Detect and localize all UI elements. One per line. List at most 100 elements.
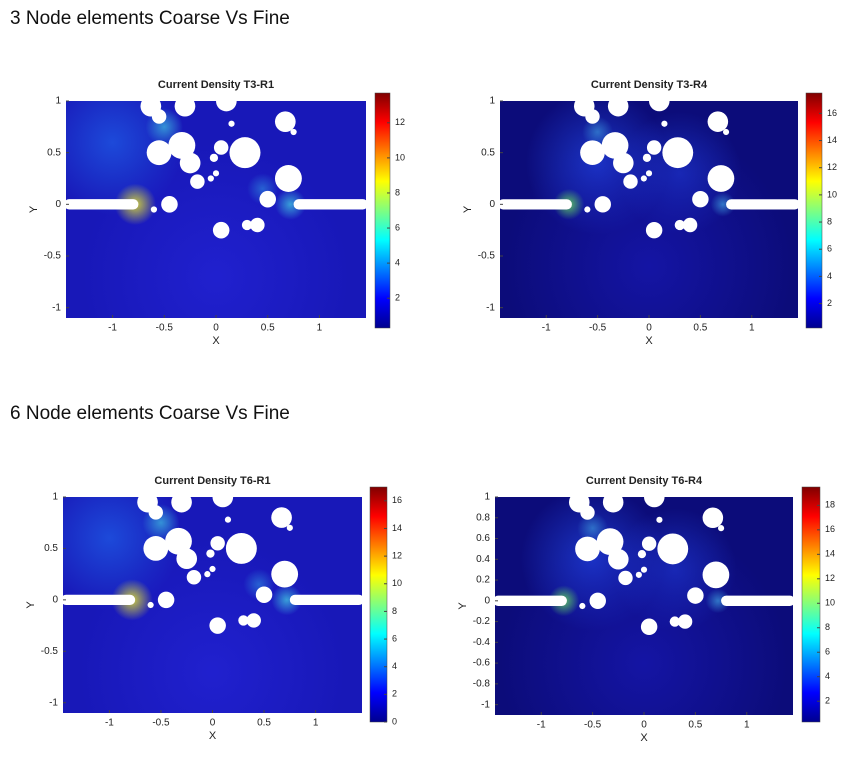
y-tick-label: 1 <box>489 96 495 107</box>
hole <box>585 109 600 124</box>
hole <box>687 587 704 604</box>
x-tick-label: 0 <box>210 718 216 729</box>
y-tick-label: -0.5 <box>44 251 62 262</box>
colorbar-tick-label: 6 <box>827 244 832 254</box>
hole <box>580 140 605 165</box>
hole <box>213 140 229 155</box>
field-spot <box>271 584 303 616</box>
hole <box>147 601 154 609</box>
hole <box>224 516 232 523</box>
slit <box>721 595 793 606</box>
colorbar-tick-label: 8 <box>827 216 832 226</box>
hole <box>274 165 302 192</box>
hole <box>274 111 296 133</box>
y-tick-label: 0.5 <box>47 147 61 158</box>
colorbar <box>369 486 388 723</box>
slit <box>500 199 572 210</box>
colorbar-tick-label: 4 <box>395 257 400 267</box>
colorbar-tick-label: 10 <box>825 598 835 608</box>
field-spot <box>710 192 736 217</box>
hole <box>290 128 297 136</box>
hole <box>623 174 638 189</box>
hole <box>209 153 219 162</box>
hole <box>212 497 234 508</box>
colorbar-tick-label: 14 <box>827 135 837 145</box>
y-tick-label: 0 <box>55 199 61 210</box>
colorbar-tick-label: 10 <box>392 578 402 588</box>
x-tick-label: 0.5 <box>688 720 702 731</box>
y-tick-label: 0.6 <box>476 533 490 544</box>
y-tick-label: 0 <box>484 595 490 606</box>
hole <box>168 131 196 159</box>
y-axis-label: Y <box>462 205 474 213</box>
hole <box>601 132 629 159</box>
colorbar-tick-label: 16 <box>827 108 837 118</box>
y-tick-label: 0 <box>52 594 58 605</box>
field-spot <box>274 188 306 220</box>
x-tick-label: -0.5 <box>156 323 174 334</box>
y-tick-label: -1 <box>486 302 495 313</box>
hole <box>225 532 257 564</box>
hole <box>250 217 265 233</box>
hole <box>186 570 202 585</box>
hole <box>238 615 249 626</box>
colorbar-tick-label: 16 <box>825 524 835 534</box>
x-tick-label: 0 <box>646 323 652 334</box>
hole <box>271 507 292 528</box>
x-tick-label: 0.5 <box>693 323 707 334</box>
hole <box>150 206 158 213</box>
colorbar-tick-label: 8 <box>825 622 830 632</box>
section-heading: 3 Node elements Coarse Vs Fine <box>10 8 290 29</box>
x-tick-label: 1 <box>749 323 755 334</box>
hole <box>210 536 225 551</box>
hole <box>602 497 624 513</box>
colorbar-tick-label: 16 <box>392 495 402 505</box>
y-axis-label: Y <box>28 205 40 213</box>
hole <box>589 592 606 610</box>
field-spot <box>81 142 351 318</box>
x-tick-label: -0.5 <box>589 323 607 334</box>
x-tick-label: -1 <box>537 720 546 731</box>
chart-title: Current Density T6-R1 <box>154 475 270 487</box>
y-tick-label: -1 <box>49 697 58 708</box>
y-tick-label: -0.5 <box>478 251 496 262</box>
hole <box>692 190 709 208</box>
hole <box>645 221 663 239</box>
hole <box>209 617 226 634</box>
hole <box>608 549 629 570</box>
colorbar-tick-label: 0 <box>392 716 397 726</box>
field-spot <box>505 122 793 318</box>
hole <box>594 196 611 213</box>
x-axis-label: X <box>212 335 220 347</box>
section-heading: 6 Node elements Coarse Vs Fine <box>10 403 290 424</box>
colorbar-tick-label: 2 <box>827 298 832 308</box>
y-tick-label: 0.5 <box>481 147 495 158</box>
y-tick-label: -1 <box>481 699 490 710</box>
slit <box>293 199 366 210</box>
hole <box>656 516 663 523</box>
colorbar-tick-label: 6 <box>825 647 830 657</box>
hole <box>662 137 694 169</box>
colorbar-tick-label: 12 <box>392 550 402 560</box>
hole <box>146 140 172 166</box>
hole <box>646 140 662 155</box>
x-tick-label: -1 <box>542 323 551 334</box>
hole <box>228 120 235 127</box>
hole <box>206 549 215 558</box>
field <box>63 497 362 713</box>
y-tick-label: 1 <box>55 96 61 107</box>
hole <box>645 170 653 177</box>
hole <box>204 571 211 578</box>
y-tick-label: 0 <box>489 199 495 210</box>
y-tick-label: -0.2 <box>473 616 491 627</box>
colorbar-tick-label: 12 <box>825 573 835 583</box>
hole <box>702 561 730 589</box>
y-tick-label: 0.2 <box>476 575 490 586</box>
hole <box>707 165 735 192</box>
y-tick-label: -0.6 <box>473 658 491 669</box>
x-axis-label: X <box>640 732 648 744</box>
hole <box>717 525 725 532</box>
hole <box>669 616 680 627</box>
